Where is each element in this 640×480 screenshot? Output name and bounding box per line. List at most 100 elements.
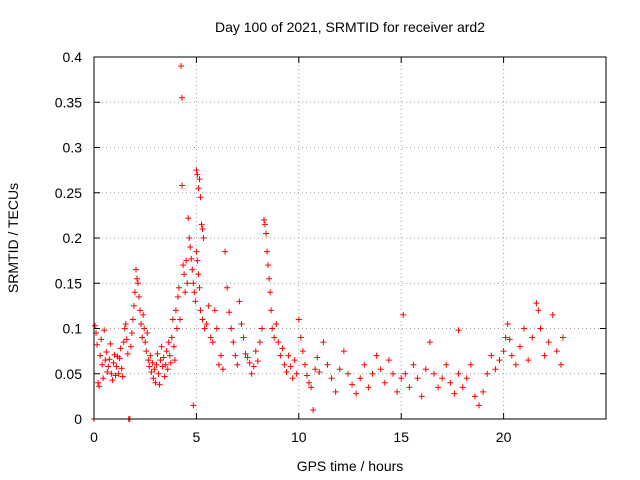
data-point xyxy=(207,334,214,341)
data-point xyxy=(447,379,454,386)
data-point xyxy=(166,352,173,359)
y-tick-label: 0 xyxy=(74,411,82,427)
data-point xyxy=(248,370,255,377)
data-point xyxy=(194,257,201,264)
data-point xyxy=(361,361,368,368)
data-point xyxy=(199,316,206,323)
data-point xyxy=(492,366,499,373)
data-point xyxy=(369,370,376,377)
data-point xyxy=(265,262,272,269)
data-point xyxy=(533,300,540,307)
data-point xyxy=(181,271,188,278)
data-point xyxy=(145,357,152,364)
data-point xyxy=(435,384,442,391)
data-point xyxy=(121,325,128,332)
data-point xyxy=(308,384,315,391)
data-point xyxy=(295,316,302,323)
data-point xyxy=(193,167,200,174)
y-tick-label: 0.4 xyxy=(63,49,83,65)
data-point xyxy=(179,182,186,189)
data-point xyxy=(267,289,274,296)
data-point xyxy=(142,339,149,346)
data-point xyxy=(128,330,135,337)
x-tick-label: 15 xyxy=(393,429,409,445)
data-point xyxy=(113,363,120,370)
data-point xyxy=(312,366,319,373)
data-point xyxy=(118,365,125,372)
data-point xyxy=(112,372,119,379)
data-point xyxy=(224,284,231,291)
x-tick-label: 20 xyxy=(496,429,512,445)
data-point xyxy=(287,363,294,370)
data-point xyxy=(140,311,147,318)
data-point xyxy=(357,375,364,382)
y-tick-label: 0.05 xyxy=(55,366,82,382)
data-point xyxy=(373,352,380,359)
data-point xyxy=(197,307,204,314)
data-point xyxy=(105,363,112,370)
data-point xyxy=(258,325,265,332)
data-point xyxy=(195,271,202,278)
data-point xyxy=(344,370,351,377)
data-point xyxy=(226,309,233,316)
data-point xyxy=(220,366,227,373)
data-point xyxy=(179,94,186,101)
data-point xyxy=(127,343,134,350)
data-point xyxy=(109,377,116,384)
data-point xyxy=(328,375,335,382)
y-tick-label: 0.25 xyxy=(55,185,82,201)
data-point xyxy=(117,345,124,352)
data-point xyxy=(266,275,273,282)
data-point xyxy=(439,375,446,382)
data-point xyxy=(129,316,136,323)
data-point xyxy=(381,379,388,386)
data-point xyxy=(385,357,392,364)
data-point xyxy=(164,366,171,373)
data-point xyxy=(141,325,148,332)
data-points xyxy=(91,63,566,422)
data-point xyxy=(316,368,323,375)
data-point xyxy=(506,336,513,343)
data-point xyxy=(377,366,384,373)
data-point xyxy=(410,361,417,368)
data-point xyxy=(94,341,101,348)
data-point xyxy=(271,334,278,341)
data-point xyxy=(496,357,503,364)
data-point xyxy=(205,302,212,309)
data-point xyxy=(139,334,146,341)
data-point xyxy=(537,325,544,332)
data-point xyxy=(324,361,331,368)
data-point xyxy=(158,343,165,350)
data-point xyxy=(148,368,155,375)
data-point xyxy=(98,336,105,343)
data-point xyxy=(400,311,407,318)
data-point xyxy=(549,311,556,318)
data-point xyxy=(310,406,317,413)
data-point xyxy=(213,325,220,332)
data-point xyxy=(291,357,298,364)
data-point xyxy=(553,348,560,355)
x-tick-label: 5 xyxy=(193,429,201,445)
data-point xyxy=(242,350,249,357)
data-point xyxy=(336,366,343,373)
data-point xyxy=(293,370,300,377)
data-point xyxy=(136,293,143,300)
data-point xyxy=(135,280,142,287)
data-point xyxy=(314,354,321,361)
data-point xyxy=(508,352,515,359)
data-point xyxy=(264,248,271,255)
data-point xyxy=(535,307,542,314)
data-point xyxy=(153,361,160,368)
data-point xyxy=(463,375,470,382)
data-point xyxy=(262,221,269,228)
data-point xyxy=(106,356,113,363)
data-point xyxy=(516,343,523,350)
data-point xyxy=(211,307,218,314)
data-point xyxy=(459,384,466,391)
data-point xyxy=(273,320,280,327)
data-point xyxy=(480,388,487,395)
data-point xyxy=(443,361,450,368)
data-point xyxy=(115,370,122,377)
data-point xyxy=(451,390,458,397)
data-point xyxy=(217,352,224,359)
